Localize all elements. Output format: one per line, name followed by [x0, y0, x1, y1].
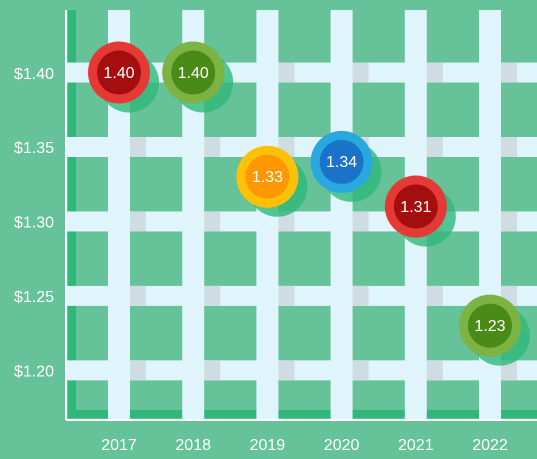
x-axis-band	[68, 410, 537, 418]
grid-intersection	[204, 360, 221, 381]
x-tick-label: 2021	[398, 437, 434, 454]
x-grid-line	[108, 10, 130, 420]
value-label: 1.34	[326, 154, 357, 171]
dot-inner	[319, 139, 364, 184]
y-tick-label: $1.30	[14, 215, 54, 232]
dot-inner	[245, 154, 290, 199]
x-tick-label: 2018	[175, 437, 211, 454]
grid-intersection	[426, 285, 443, 306]
y-tick-label: $1.20	[14, 364, 54, 381]
grid-intersection	[278, 211, 295, 232]
grid-intersection	[352, 360, 369, 381]
x-tick-label: 2019	[250, 437, 286, 454]
y-tick-label: $1.40	[14, 66, 54, 83]
x-tick-label: 2022	[472, 437, 508, 454]
value-label: 1.31	[400, 199, 431, 216]
grid-intersection	[130, 211, 146, 232]
grid-intersection	[426, 136, 443, 157]
grid-intersection	[501, 136, 517, 157]
grid-intersection	[501, 360, 517, 381]
dot-inner	[393, 184, 438, 229]
x-grid-line	[330, 10, 353, 420]
x-tick-label: 2020	[324, 437, 360, 454]
grid-intersection	[426, 360, 443, 381]
y-tick-label: $1.25	[14, 289, 54, 306]
value-label: 1.33	[252, 169, 283, 186]
grid-intersection	[204, 136, 221, 157]
y-tick-label: $1.35	[14, 140, 54, 157]
grid-intersection	[352, 211, 369, 232]
grid-intersection	[278, 285, 295, 306]
grid-intersection	[204, 285, 221, 306]
value-label: 1.40	[178, 65, 209, 82]
x-tick-label: 2017	[101, 437, 137, 454]
dot-inner	[97, 50, 141, 95]
grid-intersection	[130, 360, 146, 381]
x-grid-line	[182, 10, 205, 420]
grid-intersection	[352, 62, 369, 83]
grid-intersection	[130, 285, 146, 306]
grid-intersection	[352, 285, 369, 306]
grid-intersection	[501, 62, 517, 83]
grid-intersection	[278, 360, 295, 381]
value-label: 1.23	[474, 318, 505, 335]
dot-inner	[468, 303, 512, 348]
dot-inner	[171, 50, 216, 95]
grid-intersection	[130, 136, 146, 157]
grid-intersection	[204, 211, 221, 232]
value-label: 1.40	[103, 65, 134, 82]
grid-intersection	[501, 211, 517, 232]
grid-intersection	[278, 62, 295, 83]
grid-intersection	[426, 62, 443, 83]
